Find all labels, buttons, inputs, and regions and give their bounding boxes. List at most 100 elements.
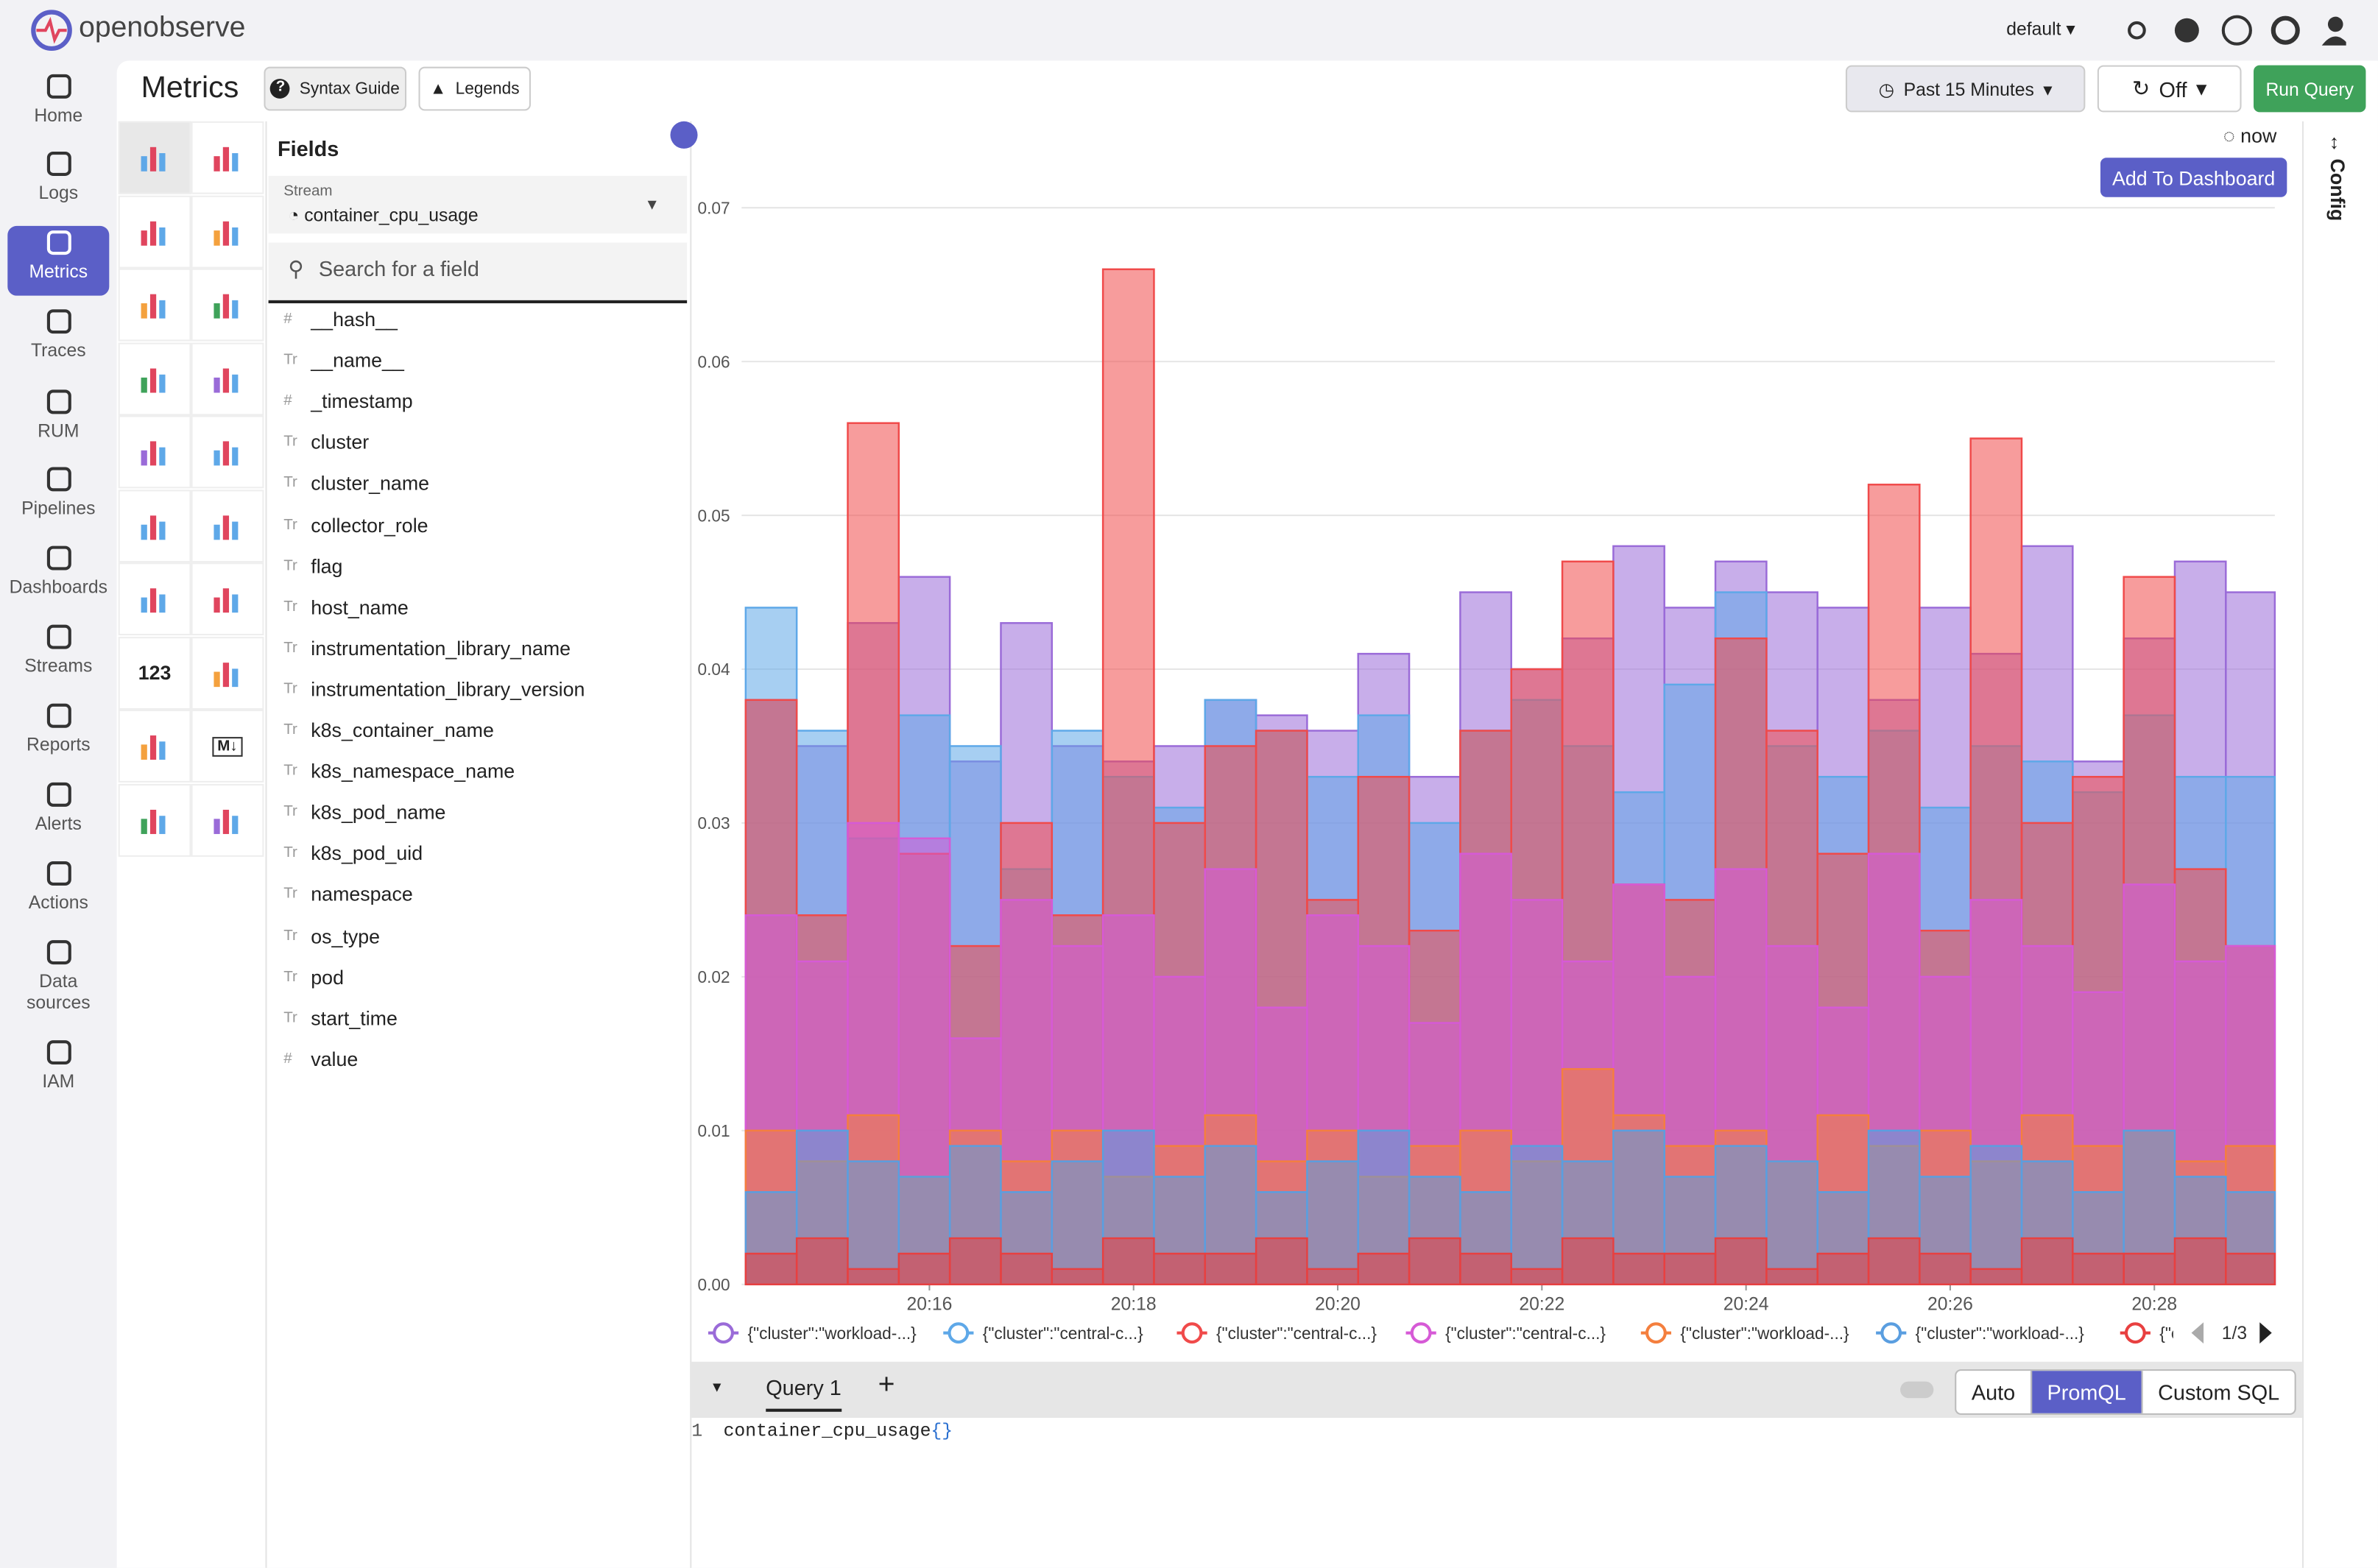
field-item[interactable]: Tr pod [283, 965, 344, 988]
y-tick-label: 0.05 [698, 506, 730, 525]
nav-item[interactable]: Home [7, 73, 109, 126]
refresh[interactable]: ↻ Off ▾ [2097, 65, 2242, 113]
chart-type[interactable] [191, 489, 264, 562]
legend-item[interactable]: {"cluster":"central-c...} [1176, 1322, 1377, 1344]
nav-item[interactable]: Pipelines [7, 465, 109, 518]
nav-item[interactable]: Streams [7, 624, 109, 677]
chart-type[interactable] [191, 562, 264, 636]
chart-type[interactable] [118, 342, 191, 415]
caret: ▼ [644, 197, 660, 214]
chart-type[interactable] [118, 783, 191, 856]
chart-type-icon [214, 146, 239, 172]
chart-type[interactable] [118, 415, 191, 489]
nav-icon [46, 940, 71, 965]
legend-item[interactable]: {"cluster":"central-c...} [1405, 1322, 1606, 1344]
nav-icon [46, 467, 71, 492]
chart-type[interactable]: 123 [118, 636, 191, 710]
field-item[interactable]: Tr __name__ [283, 349, 404, 372]
field-item[interactable]: Tr k8s_container_name [283, 718, 494, 741]
query-mode[interactable]: Auto [1971, 1380, 2016, 1405]
field-name: os_type [311, 924, 381, 947]
chart-type[interactable] [191, 121, 264, 194]
query-mode[interactable]: Custom SQL [2141, 1371, 2294, 1413]
field-item[interactable]: Tr os_type [283, 925, 380, 947]
run-query[interactable]: Run Query [2254, 65, 2366, 113]
chart-type[interactable] [118, 489, 191, 562]
field-item[interactable]: Tr instrumentation_library_version [283, 678, 585, 701]
stream-select[interactable] [268, 175, 688, 234]
field-item[interactable]: # __hash__ [283, 308, 398, 331]
legend-item[interactable]: {"cluster":"workload-...} [1640, 1322, 1849, 1344]
query-mode[interactable]: PromQL [2030, 1371, 2142, 1413]
field-item[interactable]: Tr k8s_pod_name [283, 801, 445, 824]
chart-type[interactable] [191, 268, 264, 342]
area-step [1306, 1268, 1359, 1285]
chart-type[interactable] [191, 636, 264, 710]
field-item[interactable]: Tr k8s_pod_uid [283, 842, 423, 865]
chart-type[interactable] [118, 194, 191, 268]
area-step [1714, 1237, 1768, 1285]
nav-label: Streams [24, 654, 93, 677]
syntax-guide[interactable]: ? Syntax Guide [264, 66, 407, 111]
chart-type-icon [214, 220, 239, 245]
nav-item[interactable]: Alerts [7, 781, 109, 834]
line-number: 1 [691, 1421, 703, 1442]
legend-item[interactable]: {"cluster":"central-c...} [943, 1322, 1143, 1344]
area-step [1000, 1252, 1054, 1285]
nav-item[interactable]: Traces [7, 308, 109, 361]
field-item[interactable]: # value [283, 1048, 358, 1070]
nav-item[interactable]: RUM [7, 388, 109, 441]
field-item[interactable]: Tr flag [283, 554, 342, 577]
legend-item[interactable]: {"c [2120, 1322, 2179, 1344]
collapse-query[interactable]: ▾ [713, 1378, 721, 1397]
nav-item[interactable]: IAM [7, 1039, 109, 1092]
field-search[interactable] [268, 242, 688, 303]
org-select[interactable]: default ▾ [2006, 18, 2075, 40]
add-query[interactable]: + [878, 1369, 895, 1402]
chart-type[interactable]: M↓ [191, 710, 264, 783]
field-type: Tr [283, 804, 297, 821]
nav-item[interactable]: Logs [7, 150, 109, 203]
nav-item[interactable]: Actions [7, 860, 109, 913]
legend-item[interactable]: {"cluster":"workload-...} [708, 1322, 917, 1344]
field-item[interactable]: Tr start_time [283, 1006, 398, 1029]
nav-item[interactable]: Dashboards [7, 545, 109, 598]
toggle[interactable] [1900, 1381, 1934, 1399]
field-type: Tr [283, 475, 297, 492]
logo-icon [31, 10, 72, 52]
add-to-dashboard[interactable]: Add To Dashboard [2100, 158, 2287, 197]
chart-type[interactable] [191, 194, 264, 268]
field-item[interactable]: Tr instrumentation_library_name [283, 637, 571, 660]
field-item[interactable]: Tr cluster [283, 431, 369, 454]
field-item[interactable]: # _timestamp [283, 390, 413, 413]
area-step [2072, 1252, 2125, 1285]
nav-item[interactable]: Reports [7, 702, 109, 755]
field-item[interactable]: Tr host_name [283, 596, 409, 618]
chart-type[interactable] [191, 342, 264, 415]
nav-label: IAM [42, 1070, 75, 1092]
nav-label: Metrics [29, 261, 88, 283]
series [744, 1237, 2276, 1285]
query-tab[interactable]: Query 1 [766, 1375, 842, 1412]
now: ◌ now [2223, 124, 2277, 147]
legend-item[interactable]: {"cluster":"workload-...} [1876, 1322, 2084, 1344]
chart-type[interactable] [118, 710, 191, 783]
chart-type[interactable] [118, 268, 191, 342]
chart-type[interactable] [118, 121, 191, 194]
field-type: Tr [283, 639, 297, 657]
nav-item[interactable]: Data sources [7, 939, 109, 1013]
nav-item[interactable]: Metrics [7, 229, 109, 282]
chart-type[interactable] [191, 783, 264, 856]
field-item[interactable]: Tr k8s_namespace_name [283, 760, 515, 783]
config[interactable]: ↔ Config [2326, 133, 2349, 222]
field-item[interactable]: Tr namespace [283, 883, 413, 906]
chart-type-icon [141, 367, 166, 392]
chart-type[interactable] [118, 562, 191, 636]
field-item[interactable]: Tr cluster_name [283, 472, 429, 495]
legends[interactable]: ▲ Legends [418, 66, 531, 111]
collapse[interactable] [670, 121, 698, 149]
time-range[interactable]: ◷ Past 15 Minutes ▾ [1845, 65, 2086, 113]
field-item[interactable]: Tr collector_role [283, 513, 428, 536]
chart-type[interactable] [191, 415, 264, 489]
